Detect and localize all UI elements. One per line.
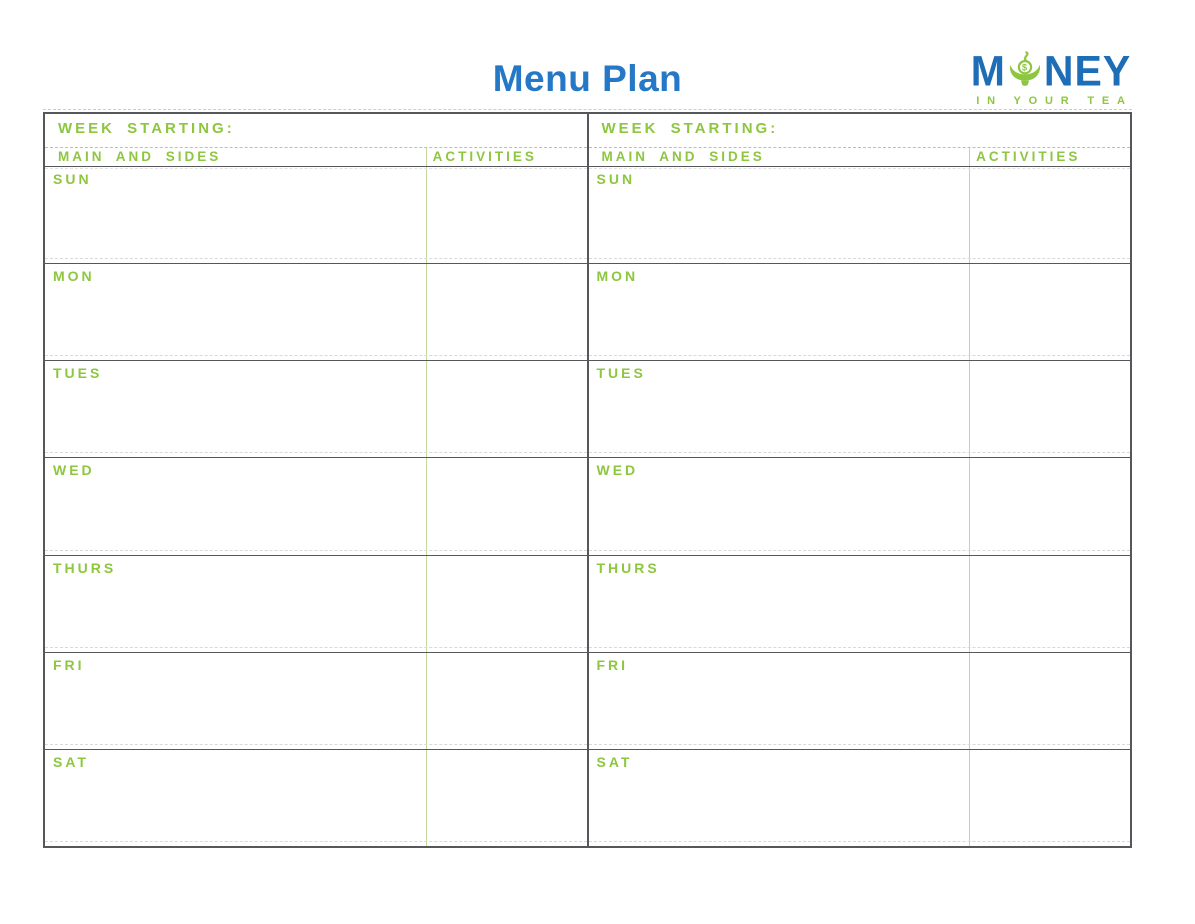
- main-cell: FRI: [45, 653, 426, 749]
- day-row-sat: SAT: [588, 749, 1131, 846]
- day-label: TUES: [596, 365, 646, 382]
- main-cell: TUES: [589, 361, 970, 457]
- activities-cell: [425, 458, 587, 555]
- day-row-fri: FRI: [588, 652, 1130, 750]
- activities-cell: [425, 652, 587, 749]
- activities-cell: [969, 458, 1130, 555]
- day-label: WED: [596, 462, 639, 479]
- day-row-mon: MON: [45, 264, 587, 362]
- week-table-1: WEEK STARTING: MAIN AND SIDES ACTIVITIES…: [45, 114, 589, 846]
- week-starting-row: WEEK STARTING:: [45, 114, 587, 148]
- main-cell: MON: [45, 264, 426, 360]
- brand-logo-wordmark: M $ NEY: [961, 49, 1141, 93]
- week-starting-row: WEEK STARTING:: [588, 114, 1130, 148]
- day-row-thurs: THURS: [45, 555, 587, 653]
- activities-cell: [425, 555, 587, 652]
- day-label: MON: [53, 268, 95, 285]
- logo-tagline: IN YOUR TEA: [976, 95, 1133, 107]
- day-label: WED: [53, 462, 95, 479]
- day-row-thurs: THURS: [588, 555, 1130, 653]
- activities-cell: [969, 749, 1130, 846]
- main-cell: WED: [45, 458, 426, 554]
- menu-plan-grid: WEEK STARTING: MAIN AND SIDES ACTIVITIES…: [43, 109, 1132, 848]
- main-cell: SUN: [45, 167, 426, 263]
- main-cell: SUN: [589, 167, 970, 263]
- activities-cell: [969, 361, 1130, 458]
- day-row-wed: WED: [45, 458, 587, 556]
- page-title: Menu Plan: [492, 58, 683, 99]
- day-row-wed: WED: [588, 458, 1130, 556]
- main-cell: SAT: [45, 750, 426, 846]
- teacup-dollar-icon: $: [1009, 51, 1040, 86]
- day-label: MON: [596, 268, 639, 285]
- activities-cell: [969, 167, 1130, 264]
- logo-text-before: M: [970, 46, 1006, 95]
- week-starting-label: WEEK STARTING:: [601, 120, 779, 137]
- activities-cell: [425, 361, 587, 458]
- day-row-tues: TUES: [45, 361, 587, 459]
- day-row-tues: TUES: [588, 361, 1130, 459]
- column-header-main-and-sides: MAIN AND SIDES: [58, 149, 222, 164]
- activities-cell: [969, 555, 1130, 652]
- main-cell: TUES: [45, 361, 426, 457]
- main-cell: THURS: [45, 556, 426, 652]
- day-label: THURS: [596, 559, 660, 576]
- day-label: SUN: [53, 171, 92, 187]
- logo-text-after: NEY: [1043, 46, 1132, 95]
- column-header-row: MAIN AND SIDES ACTIVITIES: [45, 148, 587, 167]
- activities-cell: [969, 652, 1130, 749]
- day-label: SAT: [596, 753, 633, 770]
- column-header-activities: ACTIVITIES: [425, 148, 587, 166]
- dollar-symbol: $: [1022, 63, 1028, 74]
- week-table-2: WEEK STARTING: MAIN AND SIDES ACTIVITIES…: [588, 114, 1131, 846]
- activities-cell: [425, 167, 587, 264]
- day-row-sun: SUN: [588, 167, 1130, 265]
- day-label: FRI: [53, 656, 85, 673]
- main-cell: FRI: [589, 653, 970, 749]
- day-row-sat: SAT: [45, 749, 587, 846]
- brand-logo: M $ NEY IN YOUR TEA: [961, 49, 1141, 107]
- week-starting-label: WEEK STARTING:: [58, 120, 235, 137]
- main-cell: THURS: [589, 556, 970, 652]
- main-cell: WED: [589, 458, 970, 554]
- column-header-main-and-sides: MAIN AND SIDES: [601, 149, 765, 164]
- column-header-activities: ACTIVITIES: [969, 148, 1130, 166]
- day-row-mon: MON: [588, 264, 1130, 362]
- column-header-row: MAIN AND SIDES ACTIVITIES: [588, 148, 1130, 167]
- day-label: FRI: [596, 656, 629, 673]
- activities-cell: [425, 264, 587, 361]
- main-cell: MON: [589, 264, 970, 360]
- day-label: THURS: [53, 559, 117, 576]
- day-label: SAT: [53, 753, 89, 770]
- day-label: TUES: [53, 365, 103, 382]
- day-row-fri: FRI: [45, 652, 587, 750]
- day-label: SUN: [596, 171, 636, 187]
- day-row-sun: SUN: [45, 167, 587, 265]
- activities-cell: [969, 264, 1130, 361]
- activities-cell: [425, 749, 587, 846]
- main-cell: SAT: [589, 750, 970, 846]
